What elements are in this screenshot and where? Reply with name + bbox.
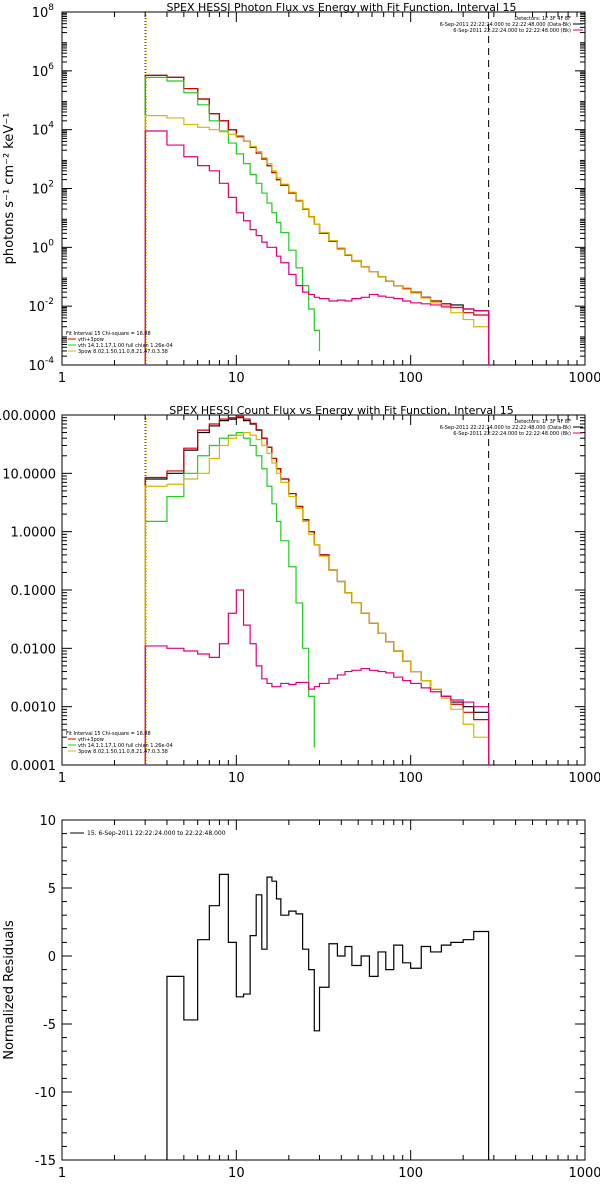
series-line: [144, 130, 490, 365]
y-axis-label: Normalized Residuals: [2, 920, 17, 1060]
fit-text: 3pow 8.02,1.50,11.0,8.21,47.0,3.38: [78, 749, 168, 755]
y-tick-label: 100: [32, 238, 55, 256]
series-group: [144, 415, 490, 765]
y-tick-exponent: 2: [48, 180, 54, 190]
y-tick-label: 0.0100: [11, 642, 57, 657]
x-tick-label: 1000: [568, 771, 600, 786]
series-line: [144, 589, 490, 765]
fit-text: Fit Interval 15 Chi-square = 16.88: [66, 331, 151, 337]
y-tick-label: 10-2: [28, 297, 54, 315]
y-tick-exponent: 8: [48, 3, 54, 13]
y-tick-label: 0.0001: [11, 759, 57, 774]
x-tick-label: 1: [58, 371, 66, 386]
fit-text: vth+3pow: [78, 337, 104, 343]
y-tick-label: 102: [32, 180, 54, 198]
series-line: [144, 431, 490, 765]
legend-text: 15. 6-Sep-2011 22:22:24.000 to 22:22:48.…: [87, 830, 226, 837]
y-tick-label: 5: [48, 882, 56, 897]
y-tick-label: 100.0000: [0, 409, 56, 424]
y-tick-label: 0.1000: [11, 584, 57, 599]
y-tick-mantissa: 10: [32, 6, 49, 21]
y-tick-label: 104: [32, 121, 55, 139]
series-line: [144, 74, 490, 365]
y-tick-mantissa: 10: [32, 65, 49, 80]
x-tick-label: 1000: [568, 371, 600, 386]
y-tick-exponent: 0: [48, 238, 54, 248]
header-text: 6-Sep-2011 22:22:24.000 to 22:22:48.000 …: [453, 431, 571, 437]
y-tick-exponent: 4: [48, 121, 54, 131]
y-tick-label: 106: [32, 62, 55, 80]
plot-frame: [61, 414, 586, 766]
y-tick-label: 0: [48, 950, 56, 965]
y-tick-mantissa: 10: [28, 359, 45, 374]
y-tick-label: 10.0000: [2, 467, 56, 482]
chart-title: SPEX HESSI Count Flux vs Energy with Fit…: [169, 404, 513, 417]
y-tick-exponent: -4: [45, 356, 54, 366]
chart-title: SPEX HESSI Photon Flux vs Energy with Fi…: [166, 1, 516, 14]
chart-panel-1: SPEX HESSI Photon Flux vs Energy with Fi…: [2, 1, 600, 386]
y-tick-mantissa: 10: [32, 183, 49, 198]
y-tick-mantissa: 10: [28, 300, 45, 315]
series-line: [144, 431, 315, 765]
y-tick-label: 108: [32, 3, 55, 21]
plot-frame: [61, 819, 586, 1161]
y-tick-label: 0.0010: [11, 701, 57, 716]
x-tick-label: 10: [228, 771, 245, 786]
x-tick-label: 10: [228, 371, 245, 386]
fit-text: vth+3pow: [78, 737, 104, 743]
chart-panel-2: SPEX HESSI Count Flux vs Energy with Fit…: [0, 404, 600, 786]
y-tick-mantissa: 10: [32, 124, 49, 139]
x-tick-label: 100: [398, 371, 423, 386]
y-tick-label: -10: [35, 1086, 56, 1101]
header-text: 6-Sep-2011 22:22:24.000 to 22:22:48.000 …: [440, 425, 571, 431]
x-tick-label: 100: [398, 1166, 423, 1181]
y-axis-label: photons s⁻¹ cm⁻² keV⁻¹: [2, 113, 17, 265]
plot-frame: [61, 11, 586, 366]
chart-panel-3: 1 10 100 1000 -15 -10 -5 0 5 10 Normalized Residua…: [2, 814, 600, 1181]
x-tick-label: 1: [58, 771, 66, 786]
x-tick-label: 100: [398, 771, 423, 786]
y-tick-mantissa: 10: [32, 241, 49, 256]
header-text: 6-Sep-2011 22:22:24.000 to 22:22:48.000 …: [440, 22, 571, 28]
x-tick-label: 1: [58, 1166, 66, 1181]
y-tick-exponent: 6: [48, 62, 54, 72]
y-tick-label: -15: [35, 1154, 56, 1169]
series-line: [144, 76, 321, 365]
series-line: [166, 873, 490, 1160]
fit-text: Fit Interval 15 Chi-square = 16.88: [66, 731, 151, 737]
fit-text: vth 14.1,1.17,1.00 full chian 1.26e-04: [78, 343, 173, 349]
y-tick-label: -5: [43, 1018, 56, 1033]
series-line: [144, 115, 490, 365]
series-line: [144, 415, 490, 765]
fit-text: 3pow 8.02,1.50,11.0,8.21,47.0,3.38: [78, 349, 168, 355]
series-group: [166, 873, 490, 1160]
series-group: [144, 74, 490, 365]
series-line: [144, 74, 490, 365]
y-tick-label: 10: [39, 814, 56, 829]
y-tick-label: 1.0000: [11, 526, 57, 541]
header-text: Detectors: 1F 3F 4F 8F: [514, 16, 571, 22]
x-tick-label: 1000: [568, 1166, 600, 1181]
header-text: 6-Sep-2011 22:22:24.000 to 22:22:48.000 …: [453, 28, 571, 34]
header-text: Detectors: 1F 3F 4F 8F: [514, 419, 571, 425]
y-tick-label: 10-4: [28, 356, 54, 374]
series-line: [144, 417, 490, 765]
x-tick-label: 10: [228, 1166, 245, 1181]
y-tick-exponent: -2: [45, 297, 54, 307]
fit-text: vth 14.1,1.17,1.00 full chian 1.26e-04: [78, 743, 173, 749]
